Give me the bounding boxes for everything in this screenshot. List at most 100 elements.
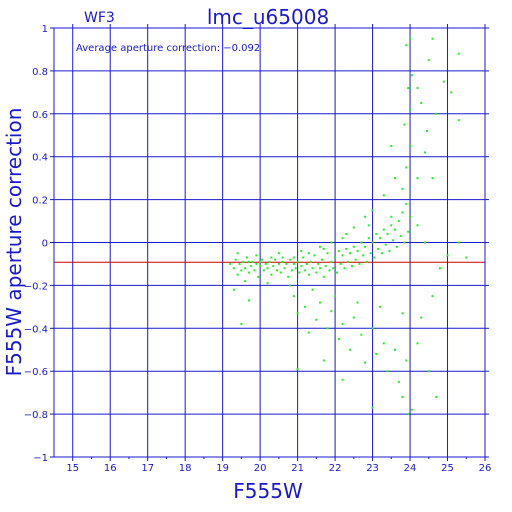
- data-point: [405, 359, 408, 362]
- data-point: [283, 267, 286, 270]
- data-point: [382, 194, 385, 197]
- y-tick-label: −1: [33, 453, 48, 464]
- data-point: [367, 237, 370, 240]
- data-point: [285, 262, 288, 265]
- data-point: [373, 256, 376, 259]
- data-point: [300, 265, 303, 268]
- data-points: [229, 37, 468, 416]
- data-point: [345, 247, 348, 250]
- data-point: [457, 241, 460, 244]
- data-point: [296, 312, 299, 315]
- data-point: [328, 269, 331, 272]
- data-point: [394, 177, 397, 180]
- data-point: [435, 395, 438, 398]
- data-point: [339, 262, 342, 265]
- x-tick-label: 18: [179, 463, 192, 474]
- data-point: [240, 269, 243, 272]
- data-point: [410, 74, 413, 77]
- data-point: [232, 288, 235, 291]
- data-point: [352, 316, 355, 319]
- y-tick-label: 1: [42, 24, 48, 35]
- data-point: [403, 123, 406, 126]
- data-point: [465, 256, 468, 259]
- y-tick-label: 0.8: [32, 67, 48, 78]
- data-point: [382, 228, 385, 231]
- data-point: [420, 102, 423, 105]
- data-point: [247, 260, 250, 263]
- data-point: [307, 331, 310, 334]
- data-point: [305, 262, 308, 265]
- data-point: [390, 224, 393, 227]
- data-point: [431, 37, 434, 40]
- data-point: [249, 265, 252, 268]
- data-point: [416, 224, 419, 227]
- data-point: [236, 273, 239, 276]
- chip-label: WF3: [84, 10, 115, 26]
- data-point: [292, 295, 295, 298]
- data-point: [326, 252, 329, 255]
- x-tick-label: 23: [366, 463, 379, 474]
- data-point: [364, 215, 367, 218]
- data-point: [322, 275, 325, 278]
- data-point: [390, 144, 393, 147]
- data-point: [364, 361, 367, 364]
- data-point: [251, 260, 254, 263]
- data-point: [371, 241, 374, 244]
- data-point: [380, 252, 383, 255]
- data-point: [354, 258, 357, 261]
- data-point: [409, 215, 412, 218]
- y-tick-label: 0.6: [32, 110, 48, 121]
- data-point: [304, 305, 307, 308]
- data-point: [401, 211, 404, 214]
- grid-lines: [54, 27, 486, 458]
- data-point: [335, 271, 338, 274]
- data-point: [397, 380, 400, 383]
- data-point: [246, 256, 249, 259]
- data-point: [330, 241, 333, 244]
- data-point: [266, 282, 269, 285]
- data-point: [377, 247, 380, 250]
- data-point: [394, 228, 397, 231]
- x-tick-label: 15: [66, 463, 79, 474]
- data-point: [281, 260, 284, 263]
- data-point: [356, 301, 359, 304]
- data-point: [416, 177, 419, 180]
- data-point: [410, 408, 413, 411]
- data-point: [253, 269, 256, 272]
- x-tick-label: 17: [141, 463, 154, 474]
- data-point: [352, 245, 355, 248]
- data-point: [401, 395, 404, 398]
- data-point: [247, 299, 250, 302]
- tick-labels: 15 16 17 18 19 20 21 22 23 24 25 26 −1 −0.8 −0.6 −0.4 −0…: [24, 24, 492, 474]
- data-point: [320, 258, 323, 261]
- data-point: [390, 215, 393, 218]
- data-point: [395, 245, 398, 248]
- x-axis-label: F555W: [233, 479, 303, 503]
- data-point: [367, 224, 370, 227]
- data-point: [358, 262, 361, 265]
- data-point: [257, 275, 260, 278]
- data-point: [313, 254, 316, 257]
- data-point: [386, 370, 389, 373]
- data-point: [457, 52, 460, 55]
- data-point: [337, 338, 340, 341]
- data-point: [287, 275, 290, 278]
- data-point: [307, 252, 310, 255]
- data-point: [379, 237, 382, 240]
- data-point: [375, 232, 378, 235]
- data-point: [330, 260, 333, 263]
- data-point: [401, 187, 404, 190]
- data-point: [319, 245, 322, 248]
- axis-ticks: [50, 24, 489, 461]
- data-point: [242, 260, 245, 263]
- data-point: [350, 265, 353, 268]
- data-point: [294, 267, 297, 270]
- data-point: [341, 254, 344, 257]
- data-point: [439, 267, 442, 270]
- data-point: [360, 241, 363, 244]
- data-point: [292, 256, 295, 259]
- data-point: [360, 333, 363, 336]
- data-point: [264, 262, 267, 265]
- y-axis-label: F555W aperture correction: [2, 108, 26, 377]
- x-tick-label: 26: [479, 463, 492, 474]
